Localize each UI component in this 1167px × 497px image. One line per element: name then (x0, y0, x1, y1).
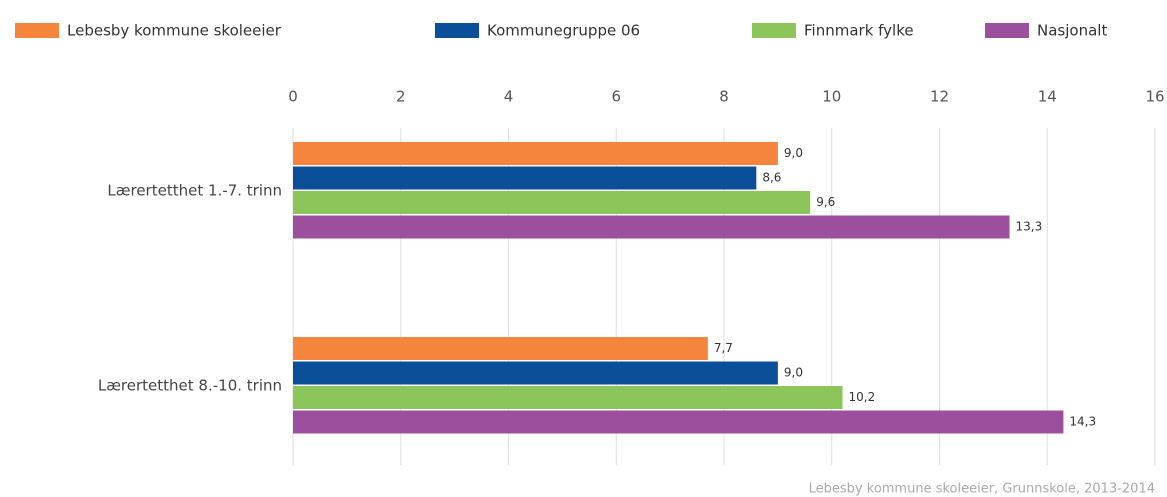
data-label: 9,0 (784, 366, 803, 380)
data-label: 9,0 (784, 146, 803, 160)
bar (293, 166, 757, 190)
data-label: 7,7 (714, 341, 733, 355)
legend-label: Finnmark fylke (804, 22, 914, 40)
data-label: 8,6 (762, 171, 781, 185)
legend-label: Lebesby kommune skoleeier (67, 22, 282, 40)
x-tick-label: 16 (1145, 88, 1164, 106)
legend-label: Kommunegruppe 06 (487, 22, 640, 40)
legend-swatch (435, 23, 479, 38)
y-tick-label: Lærertetthet 1.-7. trinn (107, 182, 282, 200)
x-tick-label: 10 (822, 88, 841, 106)
x-tick-label: 4 (504, 88, 514, 106)
data-label: 14,3 (1069, 415, 1096, 429)
bar (293, 361, 778, 385)
y-tick-label: Lærertetthet 8.-10. trinn (98, 377, 282, 395)
x-tick-label: 12 (930, 88, 949, 106)
bar (293, 215, 1010, 239)
data-label: 13,3 (1016, 220, 1043, 234)
data-label: 9,6 (816, 195, 835, 209)
source-note: Lebesby kommune skoleeier, Grunnskole, 2… (809, 482, 1155, 497)
x-tick-label: 6 (611, 88, 621, 106)
bar (293, 410, 1064, 434)
data-label: 10,2 (849, 390, 876, 404)
legend-swatch (752, 23, 796, 38)
bar (293, 191, 811, 214)
bar (293, 142, 778, 165)
legend-swatch (985, 23, 1029, 38)
x-tick-label: 0 (288, 88, 298, 106)
bar (293, 337, 708, 360)
x-tick-label: 8 (719, 88, 729, 106)
legend-swatch (15, 23, 59, 38)
legend-label: Nasjonalt (1037, 22, 1107, 40)
x-tick-label: 2 (396, 88, 406, 106)
x-tick-label: 14 (1038, 88, 1057, 106)
bar (293, 386, 843, 409)
